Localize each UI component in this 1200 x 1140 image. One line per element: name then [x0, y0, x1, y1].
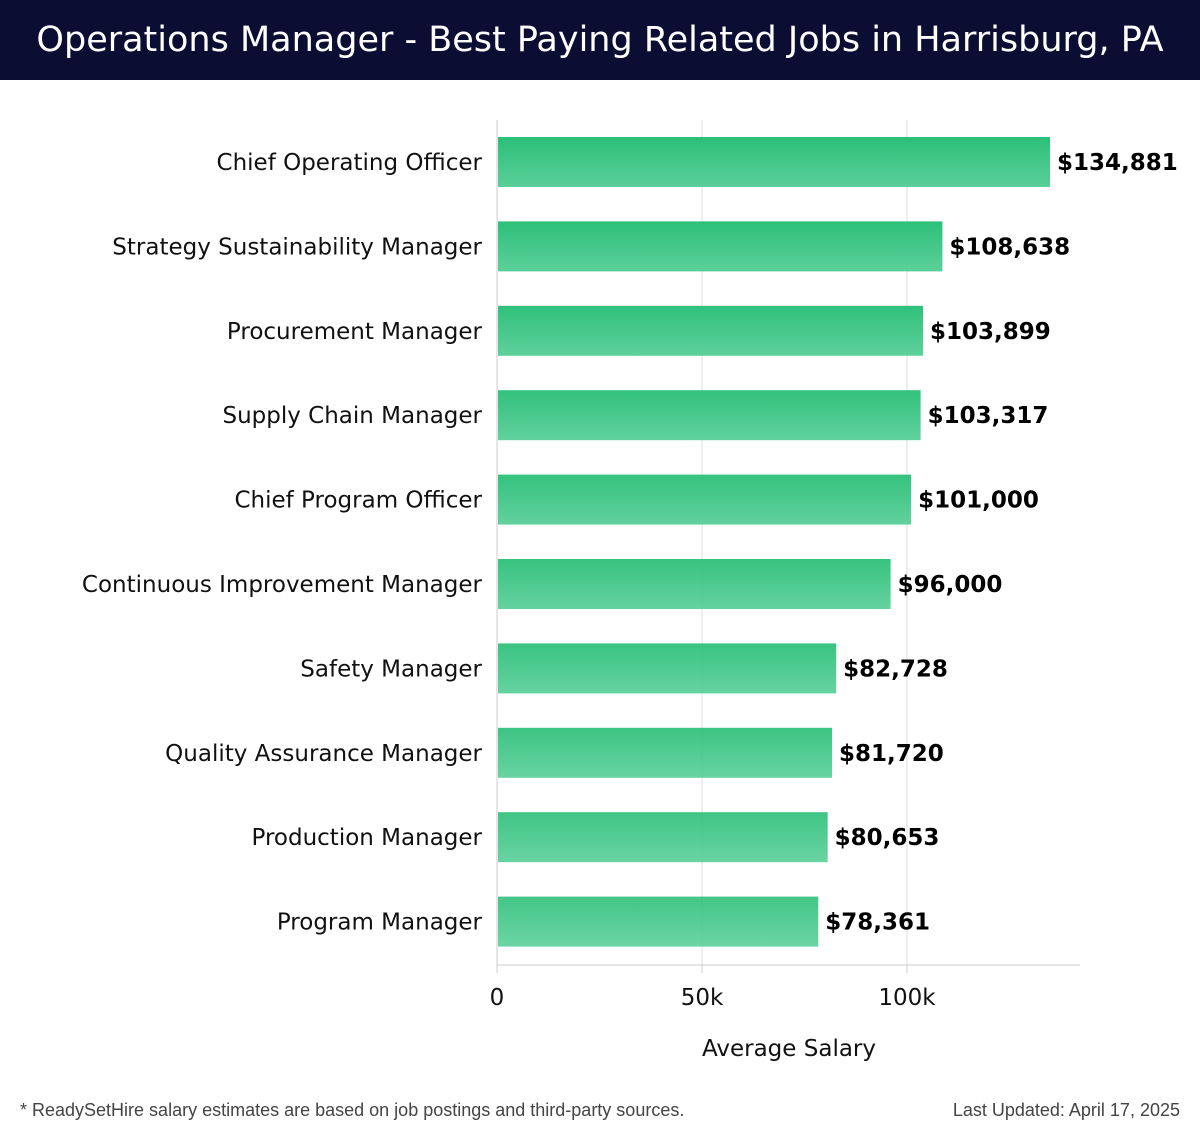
value-labels: $134,881 $108,638 $103,899 $103,317 $101,000…	[825, 150, 1177, 936]
x-tick-label: 50k	[681, 985, 724, 1011]
category-label: Strategy Sustainability Manager	[112, 234, 482, 260]
value-label: $108,638	[949, 234, 1070, 260]
x-axis-title: Average Salary	[702, 1036, 876, 1062]
bar	[498, 727, 833, 778]
category-label: Procurement Manager	[227, 319, 483, 345]
bar	[498, 221, 943, 272]
bar	[498, 643, 837, 694]
bars	[498, 137, 1051, 947]
last-updated: Last Updated: April 17, 2025	[952, 1100, 1180, 1120]
x-tick-label: 100k	[878, 985, 936, 1011]
category-label: Continuous Improvement Manager	[82, 572, 483, 598]
value-label: $101,000	[918, 488, 1039, 514]
category-label: Quality Assurance Manager	[165, 741, 482, 767]
bar	[498, 812, 828, 863]
bar-chart: Chief Operating Officer Strategy Sustaina…	[82, 120, 1178, 1062]
bar	[498, 474, 912, 525]
category-label: Supply Chain Manager	[222, 403, 482, 429]
value-label: $80,653	[835, 825, 940, 851]
value-label: $96,000	[898, 572, 1003, 598]
chart-title: Operations Manager - Best Paying Related…	[36, 20, 1164, 60]
value-label: $81,720	[839, 741, 944, 767]
category-label: Chief Program Officer	[234, 488, 482, 514]
footer-note: * ReadySetHire salary estimates are base…	[20, 1100, 685, 1120]
category-label: Chief Operating Officer	[217, 150, 483, 176]
value-label: $134,881	[1057, 150, 1178, 176]
value-label: $82,728	[843, 656, 948, 682]
category-label: Production Manager	[252, 825, 483, 851]
bar	[498, 390, 921, 441]
value-label: $78,361	[825, 910, 930, 936]
x-axis: 0 50k 100k	[490, 120, 1080, 1011]
title-bar: Operations Manager - Best Paying Related…	[0, 0, 1200, 80]
category-label: Program Manager	[277, 910, 483, 936]
bar	[498, 305, 923, 356]
bar	[498, 559, 891, 609]
bar	[498, 896, 819, 947]
category-label: Safety Manager	[300, 656, 482, 682]
value-label: $103,317	[928, 403, 1049, 429]
category-labels: Chief Operating Officer Strategy Sustaina…	[82, 150, 483, 936]
x-tick-label: 0	[490, 985, 505, 1011]
value-label: $103,899	[930, 319, 1051, 345]
bar	[498, 137, 1051, 187]
